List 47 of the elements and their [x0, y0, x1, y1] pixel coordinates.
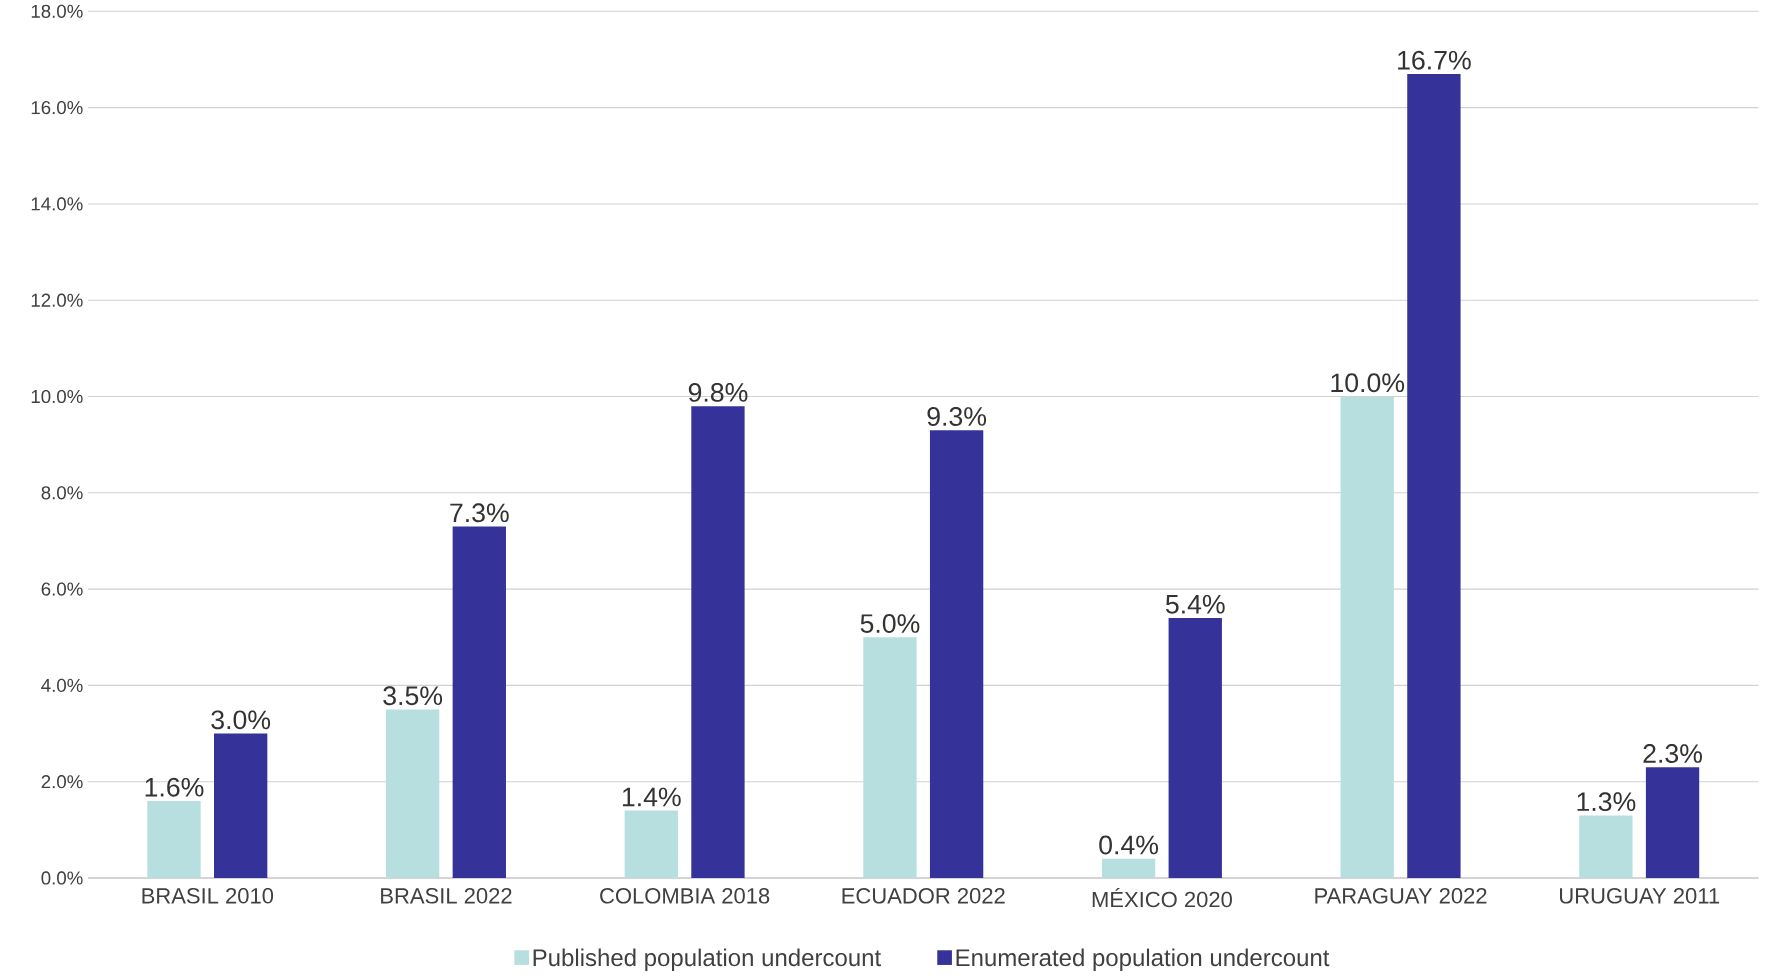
y-tick-label: 6.0% — [41, 582, 83, 596]
bar — [214, 733, 268, 878]
data-label: 3.5% — [383, 686, 443, 706]
x-tick-label: PARAGUAY 2022 — [1315, 888, 1487, 904]
x-tick-label: MÉXICO 2020 — [1092, 888, 1232, 908]
y-tick-label: 8.0% — [41, 486, 83, 500]
data-label: 7.3% — [450, 503, 509, 523]
bar — [1168, 617, 1222, 878]
bar — [147, 800, 201, 878]
data-label: 1.3% — [1577, 792, 1636, 812]
data-label: 5.0% — [860, 614, 920, 633]
bar — [1407, 73, 1461, 878]
data-label: 9.8% — [688, 382, 748, 402]
bar — [691, 406, 745, 878]
data-label: 5.4% — [1165, 594, 1225, 614]
bar — [1340, 396, 1394, 878]
legend-label: Enumerated population undercount — [956, 948, 1330, 971]
x-tick-label: BRASIL 2022 — [381, 888, 512, 904]
x-tick-label: BRASIL 2010 — [142, 888, 274, 904]
bar — [624, 810, 678, 878]
bar — [1579, 815, 1633, 878]
data-label: 9.3% — [927, 407, 987, 426]
bar — [385, 709, 440, 878]
data-label: 10.0% — [1331, 373, 1405, 393]
bar — [1645, 767, 1700, 878]
data-label: 1.6% — [145, 777, 204, 797]
bar — [863, 637, 917, 878]
bar — [452, 526, 506, 878]
bar — [1101, 858, 1156, 878]
y-tick-label: 18.0% — [31, 4, 83, 18]
x-tick-label: URUGUAY 2011 — [1560, 888, 1720, 904]
data-label: 0.4% — [1099, 835, 1159, 855]
y-tick-label: 14.0% — [31, 197, 83, 211]
data-label: 3.0% — [211, 710, 271, 730]
x-tick-label: COLOMBIA 2018 — [600, 888, 770, 904]
x-tick-label: ECUADOR 2022 — [842, 888, 1005, 904]
y-tick-label: 0.0% — [41, 871, 83, 885]
y-tick-label: 16.0% — [31, 100, 83, 115]
legend-label: Published population undercount — [533, 948, 881, 971]
bar — [929, 430, 984, 878]
data-label: 2.3% — [1643, 744, 1702, 763]
data-label: 1.4% — [622, 787, 681, 807]
y-tick-label: 10.0% — [31, 389, 83, 404]
y-tick-label: 4.0% — [41, 678, 83, 693]
y-tick-label: 2.0% — [41, 775, 83, 789]
data-label: 16.7% — [1398, 50, 1471, 70]
y-tick-label: 12.0% — [31, 293, 83, 307]
